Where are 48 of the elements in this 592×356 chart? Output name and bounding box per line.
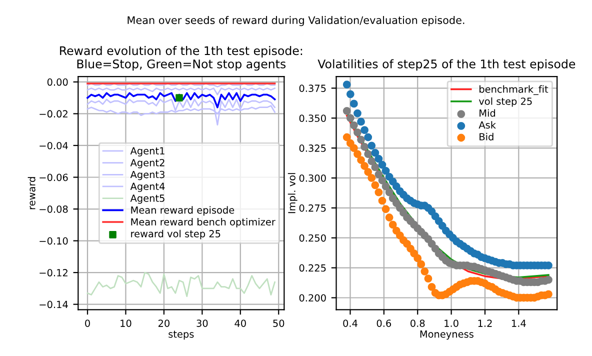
legend-label: Mean reward bench optimizer: [131, 218, 276, 228]
legend-label: Agent5: [130, 194, 164, 204]
y-tick-label: 0.200: [299, 294, 326, 302]
y-tick-label: 0.325: [299, 144, 326, 152]
y-tick-label: 0.225: [299, 264, 326, 272]
y-tick-label: −0.04: [40, 142, 68, 150]
x-tick-label: 1.2: [478, 320, 492, 327]
legend-label: vol step 25: [478, 97, 532, 107]
y-tick-label: 0.300: [299, 174, 326, 182]
x-tick-label: 10: [120, 320, 132, 327]
y-tick-label: 0.250: [299, 234, 326, 242]
x-tick-label: 0.8: [410, 320, 425, 327]
legend-label: Mean reward episode: [131, 206, 234, 216]
legend-label: Bid: [480, 132, 494, 140]
y-tick-label: 0.00: [47, 78, 68, 86]
y-tick-label: −0.06: [40, 174, 68, 182]
y-tick-label: 0.375: [299, 84, 326, 92]
y-axis-title: Impl. vol: [288, 173, 298, 214]
y-axis-title: reward: [28, 177, 36, 210]
x-tick-label: 20: [158, 320, 170, 327]
x-tick-label: 0.6: [376, 320, 392, 327]
x-axis-title: steps: [168, 330, 194, 340]
legend-label: Agent2: [130, 158, 164, 168]
y-tick-label: −0.14: [40, 300, 68, 308]
x-tick-label: 0: [85, 320, 90, 327]
chart-title: Volatilities of step25 of the 1th test episode: [318, 59, 576, 71]
x-tick-label: 1.4: [512, 320, 526, 327]
x-tick-label: 0.4: [343, 320, 358, 327]
legend-label: Agent1: [130, 147, 164, 156]
x-tick-label: 30: [196, 320, 208, 327]
x-tick-label: 50: [273, 320, 284, 327]
legend-label: Ask: [478, 121, 496, 129]
text: Mean over seeds of reward during Validation/evaluation episode.: [128, 16, 464, 26]
legend-label: Agent4: [130, 182, 165, 192]
legend-label: Agent3: [130, 170, 164, 180]
chart-title: Reward evolution of the 1th test episode: Blue=Stop, Green=Not stop agents: [60, 46, 302, 71]
y-tick-label: 0.275: [299, 204, 326, 212]
y-tick-label: −0.08: [40, 205, 68, 213]
y-tick-label: −0.10: [40, 237, 68, 245]
legend-label: benchmark_fit: [480, 85, 548, 95]
x-tick-label: 40: [234, 320, 246, 327]
y-tick-label: 0.350: [299, 114, 326, 122]
x-axis-title: Moneyness: [420, 330, 474, 340]
legend-label: reward vol step 25: [131, 230, 220, 240]
legend-label: Mid: [480, 109, 496, 117]
y-tick-label: −0.02: [40, 110, 68, 118]
x-tick-label: 1.0: [444, 320, 458, 327]
y-tick-label: −0.12: [40, 269, 68, 276]
